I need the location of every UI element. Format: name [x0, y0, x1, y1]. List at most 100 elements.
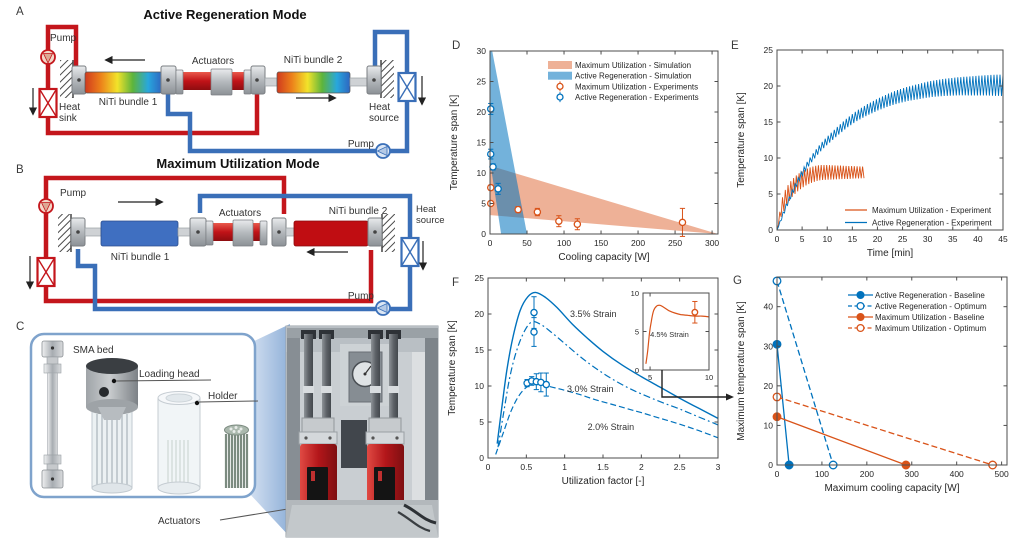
loading-head-illustration [86, 358, 138, 494]
pump-top-label: Pump [60, 188, 87, 199]
series-line [776, 74, 1004, 231]
leader-dot [111, 378, 117, 384]
scatter-point [489, 163, 497, 171]
wall-right [382, 214, 395, 252]
tie-rods [301, 330, 401, 418]
axes-box [776, 276, 1008, 466]
x-axis-label: Cooling capacity [W] [558, 252, 649, 263]
chart-text: 0 [768, 460, 773, 470]
series-line [495, 383, 719, 455]
pump-bottom-label: Pump [348, 139, 375, 150]
sma-bed-label: SMA bed [73, 345, 114, 356]
wall-left [58, 214, 71, 252]
series-line [776, 396, 993, 466]
chart-text: 0 [488, 238, 493, 248]
chart-text: 25 [898, 234, 908, 244]
pump-icon [375, 143, 391, 159]
scatter-point [533, 208, 542, 216]
niti-bundle-1 [84, 71, 163, 94]
pump-icon [38, 198, 54, 214]
chart-text: 15 [848, 234, 858, 244]
scatter-point [678, 218, 687, 227]
chart-text: 250 [668, 238, 682, 248]
panel-letter-c: C [16, 321, 25, 333]
chart-text: 200 [860, 469, 874, 479]
simulation-band [490, 165, 718, 234]
chart-text: 40 [764, 302, 774, 312]
niti-bundle-1 [100, 220, 179, 247]
curve-label: 4.5% Strain [650, 330, 689, 339]
heat-sink-exchanger-icon [36, 256, 56, 288]
chart-text: 0 [479, 453, 484, 463]
scatter-point [514, 205, 522, 214]
pump-icon [375, 300, 391, 316]
legend-label: Active Regeneration - Optimum [875, 302, 987, 311]
panel-letter-a: A [16, 6, 24, 18]
chart-text: 25 [477, 77, 487, 87]
heat-source-label: source [369, 113, 399, 124]
loading-head-label: Loading head [139, 369, 200, 380]
chart-text: 30 [764, 341, 774, 351]
legend-label: Active Regeneration - Experiments [575, 93, 699, 102]
chart-text: 100 [557, 238, 571, 248]
chart-text: 10 [631, 289, 639, 298]
chart-text: 0 [486, 462, 491, 472]
scatter-point [691, 308, 699, 316]
chart-text: 20 [477, 107, 487, 117]
y-axis-label: Temperature span [K] [449, 94, 460, 190]
sma-bed-illustration [41, 340, 64, 489]
pump-top-label: Pump [50, 33, 77, 44]
y-axis-label: Temperature span [K] [736, 92, 747, 188]
chart-text: 20 [873, 234, 883, 244]
legend-label: Maximum Utilization - Experiment [872, 206, 992, 215]
y-axis-label: Maximum temperature span [K] [736, 301, 747, 441]
chart-text: 0 [775, 234, 780, 244]
leader-line [198, 400, 259, 403]
x-axis-label: Maximum cooling capacity [W] [824, 483, 959, 494]
series-line [776, 164, 865, 231]
chart-text: 20 [475, 309, 485, 319]
chart-text: 5 [648, 373, 652, 382]
scatter-point [486, 183, 495, 192]
series-line [645, 304, 710, 364]
chart-text: 40 [973, 234, 983, 244]
legend-swatch [548, 61, 572, 69]
x-axis-label: Utilization factor [-] [562, 476, 645, 487]
axes-box [776, 49, 1004, 231]
legend-swatch [856, 312, 865, 322]
niti-bundle-1-label: NiTi bundle 1 [111, 252, 170, 263]
chart-text: 20 [764, 81, 774, 91]
curve-label: 3.5% Strain [570, 309, 617, 319]
panel-letter-d: D [452, 40, 461, 52]
wall-right [381, 60, 394, 98]
panel-letter-e: E [731, 40, 739, 52]
leader-line [115, 379, 212, 382]
chart-text: 0 [775, 469, 780, 479]
callout-wedge [248, 324, 290, 537]
actuators-label: Actuators [219, 208, 261, 219]
chart-text: 10 [764, 153, 774, 163]
niti-bundle-1-label: NiTi bundle 1 [99, 97, 158, 108]
legend-label: Maximum Utilization - Simulation [575, 61, 691, 70]
scatter-point [530, 328, 538, 336]
panel-letter-f: F [452, 277, 460, 289]
chart-text: 15 [475, 345, 485, 355]
niti-bundle-2 [276, 71, 351, 94]
cold-loop-pipes [165, 29, 410, 154]
hydraulic-actuators [298, 417, 405, 521]
inset-arrow [661, 370, 726, 398]
chart-text: 300 [905, 469, 919, 479]
scatter-point [555, 217, 563, 225]
series-line [497, 320, 719, 448]
legend-label: Active Regeneration - Baseline [875, 291, 985, 300]
y-axis-label: Temperature span [K] [447, 320, 458, 416]
legend-swatch [856, 301, 865, 311]
heat-source-exchanger-icon [397, 71, 417, 103]
sma-assembly [60, 60, 394, 98]
scatter-point [486, 150, 495, 158]
chart-text: 0 [768, 225, 773, 235]
cable [403, 503, 437, 525]
chart-text: 0.5 [520, 462, 532, 472]
